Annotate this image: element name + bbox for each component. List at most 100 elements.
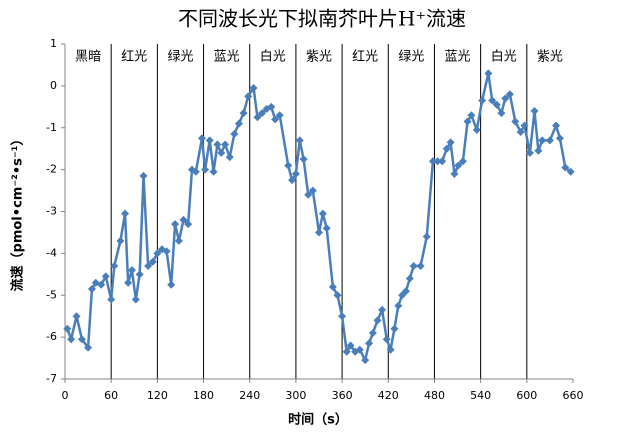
point (405, 274, 414, 283)
point (511, 117, 520, 126)
y-axis-label: 流速（pmol•cm⁻²•s⁻¹） (10, 133, 26, 292)
point (131, 295, 140, 304)
point (230, 130, 239, 139)
point (205, 136, 214, 145)
point (488, 96, 497, 105)
point (267, 102, 276, 111)
band-label: 红光 (121, 49, 147, 65)
x-tick-label: 540 (470, 389, 491, 402)
point (401, 287, 410, 296)
point (433, 157, 442, 166)
point (458, 157, 467, 166)
point (171, 220, 180, 229)
point (463, 117, 472, 126)
point (225, 153, 234, 162)
x-tick-label: 0 (62, 389, 69, 402)
y-tick-label: 1 (50, 37, 57, 50)
point (67, 335, 76, 344)
point (107, 295, 116, 304)
y-tick-label: -3 (46, 205, 57, 218)
point (198, 134, 207, 143)
point (234, 119, 243, 128)
point (127, 266, 136, 275)
point (501, 94, 510, 103)
point (253, 113, 262, 122)
x-tick-label: 600 (516, 389, 537, 402)
point (346, 341, 355, 350)
point (365, 339, 374, 348)
point (275, 111, 284, 120)
point (545, 136, 554, 145)
x-tick-label: 360 (332, 389, 353, 402)
series-line (66, 73, 572, 364)
band-label: 白光 (491, 49, 517, 65)
x-tick-label: 480 (424, 389, 445, 402)
point (361, 356, 370, 365)
point (239, 109, 248, 118)
point (174, 236, 183, 245)
point (394, 301, 403, 310)
point (167, 280, 176, 289)
point (342, 347, 351, 356)
point (221, 140, 230, 149)
point (101, 272, 110, 281)
point (153, 249, 162, 258)
band-label: 白光 (260, 49, 286, 65)
y-tick-label: 0 (50, 79, 57, 92)
point (135, 270, 144, 279)
point (308, 186, 317, 195)
point (322, 224, 331, 233)
point (84, 343, 93, 352)
point (184, 220, 193, 229)
x-tick-label: 180 (193, 389, 214, 402)
point (505, 90, 514, 99)
band-label: 紫光 (306, 50, 332, 65)
point (454, 161, 463, 170)
point (288, 176, 297, 185)
point (209, 167, 218, 176)
point (520, 121, 529, 130)
point (299, 155, 308, 164)
x-tick-label: 300 (285, 389, 306, 402)
point (467, 111, 476, 120)
point (497, 109, 506, 118)
point (110, 261, 119, 270)
point (191, 167, 200, 176)
point (428, 157, 437, 166)
x-tick-label: 120 (147, 389, 168, 402)
band-label: 红光 (352, 49, 378, 65)
y-tick-label: -7 (46, 372, 57, 385)
point (291, 169, 300, 178)
point (409, 261, 418, 270)
point (333, 291, 342, 300)
point (72, 312, 81, 321)
y-tick-label: -6 (46, 330, 57, 343)
band-label: 蓝光 (214, 50, 240, 65)
y-tick-label: -2 (46, 163, 57, 176)
point (139, 171, 148, 180)
point (97, 280, 106, 289)
point (144, 261, 153, 270)
point (538, 136, 547, 145)
point (249, 83, 258, 92)
point (217, 148, 226, 157)
band-label: 绿光 (398, 50, 424, 65)
x-tick-label: 240 (239, 389, 260, 402)
point (315, 228, 323, 237)
point (484, 69, 493, 78)
point (552, 121, 561, 130)
point (382, 335, 391, 344)
point (534, 146, 543, 155)
y-tick-label: -1 (46, 121, 57, 134)
point (87, 284, 96, 293)
point (77, 335, 86, 344)
y-tick-label: -5 (46, 288, 57, 301)
point (368, 328, 377, 337)
point (121, 209, 130, 218)
point (328, 282, 337, 291)
point (284, 161, 293, 170)
point (492, 100, 501, 109)
point (390, 324, 399, 333)
point (355, 345, 364, 354)
